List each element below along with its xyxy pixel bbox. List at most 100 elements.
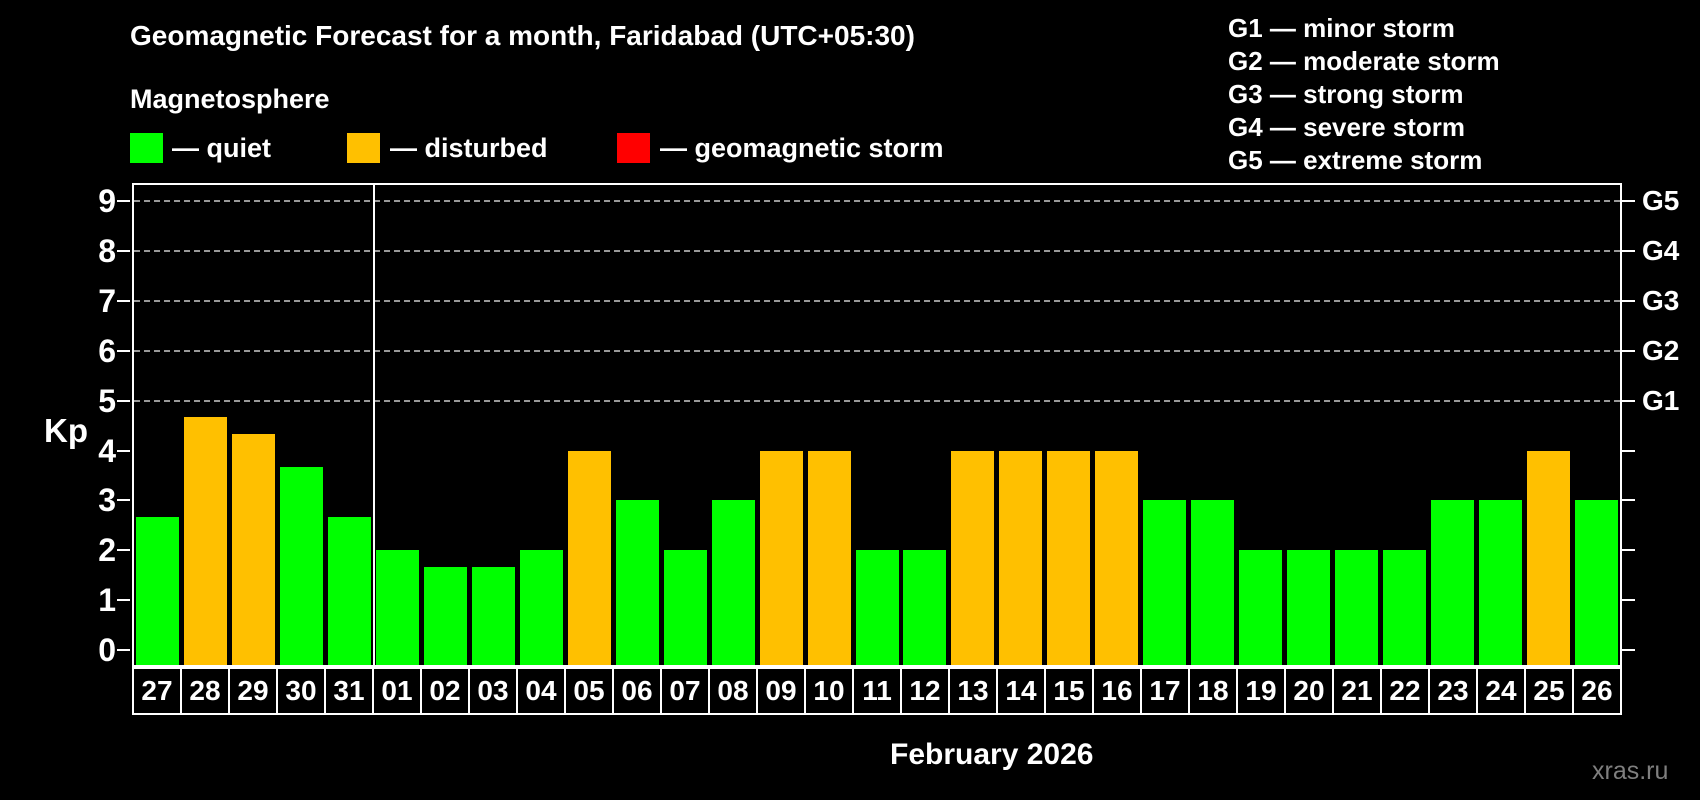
y-tick-left-8 <box>117 249 130 252</box>
bar-16 <box>1095 450 1139 665</box>
gridline-9 <box>134 200 1620 202</box>
bar-18 <box>1191 500 1235 665</box>
g-axis-label-g2: G2 <box>1642 334 1680 366</box>
chart-title: Geomagnetic Forecast for a month, Farida… <box>130 20 915 51</box>
y-tick-right-5 <box>1622 399 1635 402</box>
date-cell-13: 13 <box>948 667 998 715</box>
y-tick-label-2: 2 <box>98 532 116 569</box>
date-cell-16: 16 <box>1092 667 1142 715</box>
bar-09 <box>759 450 803 665</box>
kp-axis-label: Kp <box>44 412 88 449</box>
quiet-color-swatch <box>130 133 163 163</box>
y-tick-right-9 <box>1622 200 1635 202</box>
date-cell-17: 17 <box>1140 667 1190 715</box>
y-tick-label-0: 0 <box>98 632 116 669</box>
bar-15 <box>1047 450 1091 665</box>
month-boundary-line <box>372 185 375 665</box>
g-legend-item-g4: G4 — severe storm <box>1228 112 1466 142</box>
date-cell-18: 18 <box>1188 667 1238 715</box>
bar-08 <box>711 500 755 665</box>
date-cell-15: 15 <box>1044 667 1094 715</box>
gridline-7 <box>134 299 1620 302</box>
bar-21 <box>1334 550 1378 665</box>
bar-27 <box>136 516 180 665</box>
date-cell-08: 08 <box>708 667 758 715</box>
storm-color-swatch <box>617 133 650 163</box>
date-cell-19: 19 <box>1236 667 1286 715</box>
date-cell-22: 22 <box>1380 667 1430 715</box>
bar-01 <box>376 550 420 665</box>
date-cell-21: 21 <box>1332 667 1382 715</box>
date-cell-01: 01 <box>372 667 422 715</box>
bar-31 <box>328 516 372 665</box>
y-tick-left-9 <box>117 200 130 202</box>
bar-03 <box>472 566 516 665</box>
date-cell-02: 02 <box>420 667 470 715</box>
y-tick-right-1 <box>1622 599 1635 602</box>
bar-17 <box>1143 500 1187 665</box>
bar-24 <box>1478 500 1522 665</box>
y-tick-left-0 <box>117 649 130 652</box>
date-cell-28: 28 <box>180 667 230 715</box>
y-tick-left-3 <box>117 499 130 502</box>
legend-item-disturbed: — disturbed <box>347 133 587 165</box>
y-tick-left-5 <box>117 399 130 402</box>
gridline-5 <box>134 399 1620 402</box>
g-axis-label-g5: G5 <box>1642 185 1680 216</box>
y-tick-right-2 <box>1622 549 1635 552</box>
y-tick-right-8 <box>1622 249 1635 252</box>
y-tick-left-1 <box>117 599 130 602</box>
y-tick-label-1: 1 <box>98 582 116 619</box>
legend-item-storm: — geomagnetic storm <box>617 133 947 165</box>
bar-30 <box>280 466 324 665</box>
y-tick-label-9: 9 <box>98 183 116 219</box>
date-cell-05: 05 <box>564 667 614 715</box>
g-legend-item-g2: G2 — moderate storm <box>1228 46 1500 76</box>
y-tick-right-7 <box>1622 299 1635 302</box>
date-cell-10: 10 <box>804 667 854 715</box>
date-cell-23: 23 <box>1428 667 1478 715</box>
bar-11 <box>855 550 899 665</box>
bar-25 <box>1526 450 1570 665</box>
bar-12 <box>903 550 947 665</box>
date-cell-07: 07 <box>660 667 710 715</box>
disturbed-color-swatch <box>347 133 380 163</box>
bar-29 <box>232 434 276 665</box>
y-tick-label-3: 3 <box>98 482 116 519</box>
date-cell-24: 24 <box>1476 667 1526 715</box>
bar-28 <box>184 417 228 665</box>
bar-22 <box>1382 550 1426 665</box>
date-cell-04: 04 <box>516 667 566 715</box>
date-cell-06: 06 <box>612 667 662 715</box>
legend-label-storm: — geomagnetic storm <box>660 133 944 163</box>
date-cell-26: 26 <box>1572 667 1622 715</box>
y-tick-right-6 <box>1622 349 1635 352</box>
legend-label-quiet: — quiet <box>172 133 271 163</box>
date-cell-12: 12 <box>900 667 950 715</box>
date-cell-25: 25 <box>1524 667 1574 715</box>
bar-02 <box>424 566 468 665</box>
bar-14 <box>999 450 1043 665</box>
date-cell-27: 27 <box>132 667 182 715</box>
y-tick-label-8: 8 <box>98 232 116 269</box>
y-tick-right-4 <box>1622 449 1635 452</box>
plot-area <box>132 183 1622 667</box>
y-tick-right-0 <box>1622 649 1635 652</box>
y-tick-left-7 <box>117 299 130 302</box>
date-cell-31: 31 <box>324 667 374 715</box>
g-legend-item-g1: G1 — minor storm <box>1228 13 1455 43</box>
y-tick-left-2 <box>117 549 130 552</box>
legend-label-disturbed: — disturbed <box>390 133 548 163</box>
magnetosphere-label: Magnetosphere <box>130 84 330 114</box>
g-axis-label-g1: G1 <box>1642 384 1680 416</box>
g-scale-legend: G1 — minor storm G2 — moderate storm G3 … <box>1228 12 1500 177</box>
bar-06 <box>615 500 659 665</box>
date-cell-29: 29 <box>228 667 278 715</box>
g-axis-label-g3: G3 <box>1642 284 1680 316</box>
bar-13 <box>951 450 995 665</box>
gridline-6 <box>134 349 1620 352</box>
bar-19 <box>1238 550 1282 665</box>
watermark: xras.ru <box>1592 757 1669 785</box>
date-cell-14: 14 <box>996 667 1046 715</box>
x-axis-date-row: 27 28 29 30 31 01 02 03 04 05 06 07 08 09 10 11 12 13 14 15… <box>132 667 1622 715</box>
